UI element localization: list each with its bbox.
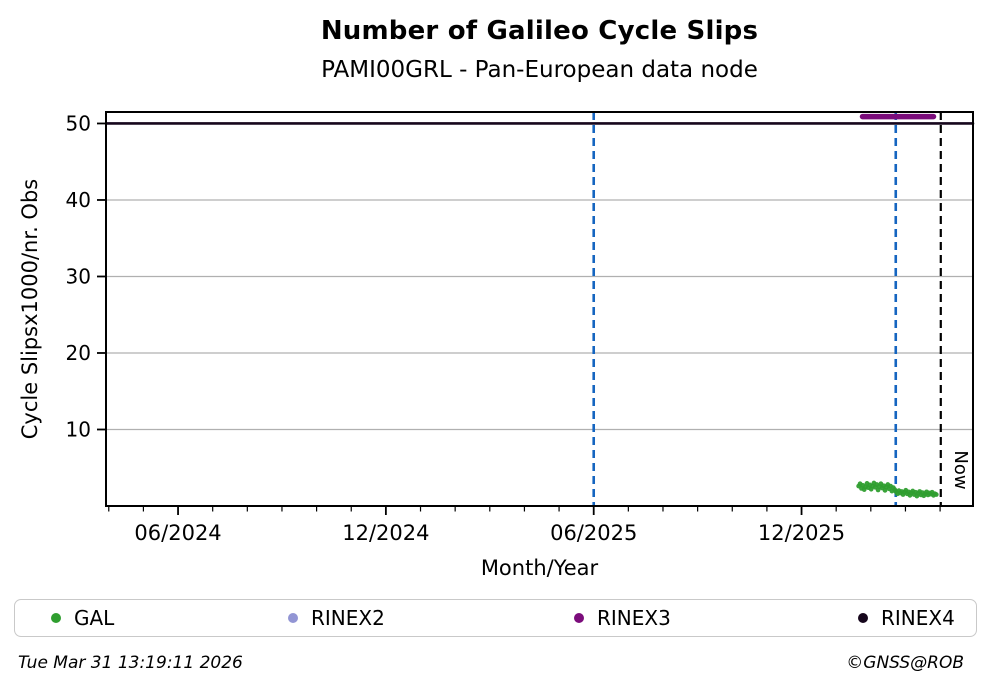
chart-title: Number of Galileo Cycle Slips: [320, 16, 759, 46]
legend-label: RINEX3: [597, 606, 671, 630]
legend-item-rinex2: RINEX2: [288, 600, 385, 636]
plot-area: Now 10 20 30 40 50 06/2024 12/2024 06/2025 12/202…: [66, 111, 975, 545]
legend-item-gal: GAL: [51, 600, 114, 636]
chart-subtitle: PAMI00GRL - Pan-European data node: [321, 57, 758, 83]
legend-item-rinex3: RINEX3: [574, 600, 671, 636]
legend: GAL RINEX2 RINEX3 RINEX4: [14, 599, 977, 637]
rinex3-legend-dot-icon: [574, 613, 584, 623]
legend-label: RINEX2: [311, 606, 385, 630]
y-tick-label: 50: [66, 111, 91, 135]
rinex4-legend-dot-icon: [858, 613, 868, 623]
x-tick-label: 12/2025: [758, 521, 845, 545]
legend-label: RINEX4: [881, 606, 955, 630]
gal-legend-dot-icon: [51, 613, 61, 623]
y-tick-label: 40: [66, 188, 91, 212]
y-tick-label: 10: [66, 417, 91, 441]
timestamp-text: Tue Mar 31 13:19:11 2026: [18, 653, 243, 673]
x-tick-label: 06/2024: [134, 521, 221, 545]
y-tick-label: 30: [66, 264, 91, 288]
gal-data-point: [933, 492, 939, 497]
credit-text: ©GNSS@ROB: [846, 653, 964, 673]
y-tick-label: 20: [66, 341, 91, 365]
plot-border: [105, 111, 974, 507]
x-tick-label: 12/2024: [342, 521, 429, 545]
legend-label: GAL: [74, 606, 115, 630]
legend-item-rinex4: RINEX4: [858, 600, 955, 636]
x-axis-label: Month/Year: [480, 556, 599, 580]
x-tick-label: 06/2025: [550, 521, 637, 545]
rinex2-legend-dot-icon: [288, 613, 298, 623]
now-label: Now: [950, 450, 971, 489]
